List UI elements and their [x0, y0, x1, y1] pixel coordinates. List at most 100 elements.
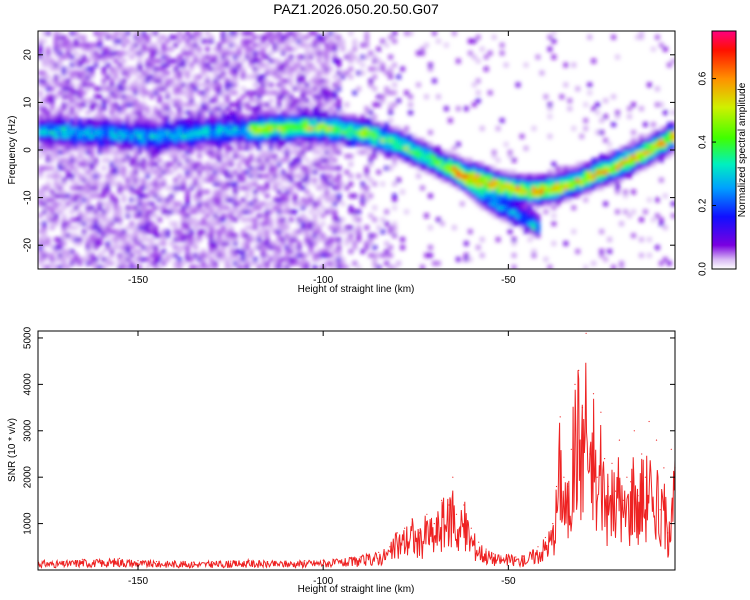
heatmap-cell — [340, 134, 346, 139]
heatmap-cell — [416, 165, 421, 171]
heatmap-cell — [280, 257, 286, 262]
heatmap-cell — [284, 146, 290, 151]
heatmap-cell — [133, 78, 139, 84]
heatmap-cell — [225, 34, 230, 40]
heatmap-cell — [627, 173, 632, 179]
heatmap-cell — [292, 106, 298, 111]
heatmap-cell — [428, 169, 433, 175]
heatmap-cell — [217, 169, 222, 175]
heatmap-cell — [280, 114, 286, 119]
heatmap-cell — [213, 58, 218, 64]
heatmap-cell — [197, 181, 202, 187]
heatmap-cell — [38, 94, 43, 100]
heatmap-cell — [304, 110, 310, 115]
heatmap-cell — [69, 126, 75, 131]
heatmap-cell — [237, 134, 242, 139]
heatmap-cell — [181, 58, 186, 64]
heatmap-cell — [595, 102, 600, 107]
heatmap-cell — [535, 189, 541, 195]
heatmap-cell — [404, 146, 409, 151]
heatmap-cell — [205, 233, 210, 238]
heatmap-cell — [41, 74, 47, 80]
heatmap-cell — [93, 245, 99, 250]
heatmap-cell — [432, 150, 437, 155]
heatmap-cell — [221, 31, 226, 36]
heatmap-cell — [157, 146, 163, 151]
heatmap-cell — [209, 153, 214, 159]
snr-data-point — [433, 523, 435, 525]
heatmap-cell — [607, 142, 612, 147]
heatmap-cell — [249, 74, 254, 80]
heatmap-cell — [201, 217, 206, 222]
heatmap-cell — [260, 153, 266, 159]
snr-data-point — [592, 393, 595, 395]
heatmap-cell — [460, 201, 465, 207]
heatmap-cell — [308, 177, 314, 183]
heatmap-cell — [324, 161, 330, 167]
heatmap-cell — [145, 150, 151, 155]
heatmap-cell — [137, 86, 143, 92]
heatmap-cell — [276, 114, 282, 119]
heatmap-cell — [241, 122, 246, 127]
heatmap-cell — [97, 193, 103, 199]
heatmap-cell — [420, 138, 425, 143]
heatmap-cell — [416, 146, 421, 151]
heatmap-cell — [41, 197, 47, 203]
heatmap-cell — [599, 153, 604, 159]
heatmap-cell — [456, 185, 461, 191]
heatmap-cell — [233, 193, 238, 199]
heatmap-cell — [288, 58, 294, 64]
heatmap-cell — [352, 213, 358, 219]
heatmap-cell — [38, 146, 43, 151]
heatmap-cell — [109, 94, 115, 100]
heatmap-cell — [121, 157, 127, 163]
heatmap-cell — [225, 261, 230, 266]
heatmap-cell — [225, 78, 230, 84]
heatmap-cell — [149, 54, 155, 60]
heatmap-cell — [133, 98, 139, 103]
heatmap-cell — [651, 150, 656, 155]
heatmap-cell — [268, 209, 274, 215]
heatmap-cell — [41, 221, 47, 226]
heatmap-cell — [69, 70, 75, 76]
heatmap-cell — [89, 126, 95, 131]
heatmap-cell — [38, 153, 43, 159]
heatmap-cell — [611, 94, 616, 100]
heatmap-cell — [109, 130, 115, 135]
heatmap-cell — [607, 177, 612, 183]
heatmap-cell — [121, 86, 127, 92]
heatmap-cell — [344, 134, 350, 139]
heatmap-cell — [643, 134, 648, 139]
heatmap-cell — [181, 185, 186, 191]
heatmap-cell — [332, 50, 338, 56]
heatmap-cell — [611, 122, 616, 127]
heatmap-cell — [463, 181, 469, 187]
heatmap-cell — [647, 197, 652, 203]
heatmap-cell — [595, 165, 600, 171]
heatmap-cell — [77, 34, 83, 40]
heatmap-cell — [65, 78, 71, 84]
heatmap-cell — [384, 146, 389, 151]
heatmap-cell — [320, 102, 326, 107]
heatmap-cell — [284, 114, 290, 119]
heatmap-cell — [125, 138, 131, 143]
heatmap-cell — [320, 165, 326, 171]
snr-data-point — [137, 560, 139, 562]
heatmap-cell — [272, 157, 278, 163]
heatmap-cell — [225, 86, 230, 92]
heatmap-cell — [153, 253, 159, 258]
heatmap-cell — [567, 181, 573, 187]
heatmap-cell — [53, 114, 59, 119]
heatmap-cell — [61, 181, 67, 187]
heatmap-cell — [133, 229, 139, 234]
heatmap-cell — [89, 42, 95, 48]
heatmap-cell — [241, 138, 246, 143]
heatmap-cell — [360, 118, 366, 123]
heatmap-cell — [272, 185, 278, 191]
heatmap-cell — [169, 197, 174, 203]
heatmap-cell — [185, 142, 190, 147]
heatmap-cell — [519, 177, 525, 183]
heatmap-cell — [308, 66, 314, 72]
heatmap-cell — [77, 177, 83, 183]
